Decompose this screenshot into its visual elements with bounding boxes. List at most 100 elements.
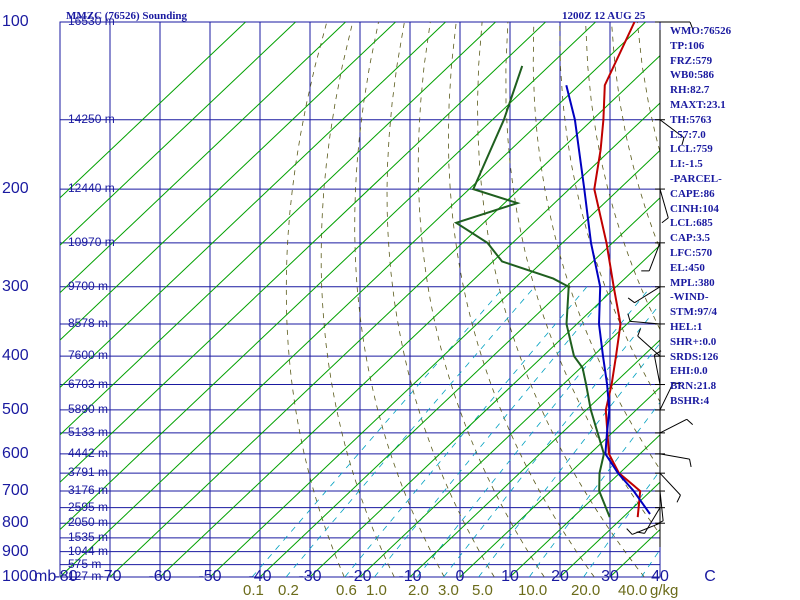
isotherm-line [60, 22, 446, 389]
isotherm-line [559, 481, 660, 577]
isotherm-line [159, 102, 660, 577]
stat-item: CINH:104 [670, 202, 719, 215]
height-label: 7600 m [68, 348, 109, 363]
wind-barb [659, 418, 687, 434]
wind-barb [634, 286, 661, 304]
background-lines [60, 22, 800, 577]
wind-barb [659, 188, 669, 219]
temperature-tick-label: -10 [398, 568, 422, 585]
isotherm-line [60, 22, 346, 294]
stat-item: EL:450 [670, 261, 705, 274]
pressure-tick-label: 200 [2, 180, 29, 198]
stats-panel: WMO:76526 TP:106 FRZ:579 WB0:586 RH:82.7 MAXT… [670, 24, 731, 409]
dry-adiabat [793, 22, 800, 577]
wind-barb [648, 242, 661, 272]
stat-item: CAPE:86 [670, 187, 715, 200]
stat-item: TP:106 [670, 39, 705, 52]
mixing-ratio-label: 40.0 [618, 582, 648, 599]
height-label: 2050 m [68, 515, 109, 530]
isotherm-line [209, 149, 660, 577]
temperature-tick-label: -60 [148, 568, 172, 585]
isotherm-line [459, 386, 660, 577]
mixing-ratio-line [344, 286, 588, 577]
wind-barb-flag [673, 382, 682, 385]
mixing-ratio-label: 0.2 [278, 582, 299, 599]
mixing-ratio-label: 20.0 [571, 582, 601, 599]
mixing-ratio-line [583, 469, 660, 577]
height-label: 1044 m [68, 543, 109, 558]
mixing-ratio-line [443, 303, 660, 577]
temperature-tick-label: -50 [198, 568, 222, 585]
stat-item: CAP:3.5 [670, 232, 711, 245]
sounding-series [453, 22, 651, 518]
valid-time: 1200Z 12 AUG 25 [562, 10, 646, 22]
temperature-tick-label: C [704, 568, 716, 585]
isotherm-line [409, 339, 660, 577]
mixing-ratio-line [285, 286, 535, 577]
wind-barb [659, 453, 690, 460]
height-label: 6703 m [68, 376, 109, 391]
pressure-tick-label: 800 [2, 514, 29, 532]
stat-item: TH:5763 [670, 113, 712, 126]
mixing-unit-label: g/kg [650, 582, 679, 599]
stat-item: -PARCEL- [670, 172, 722, 185]
wind-barb [631, 522, 661, 535]
isotherm-line [60, 22, 246, 199]
isotherm-line [60, 22, 496, 436]
stat-item: SHR+:0.0 [670, 335, 717, 348]
dewpoint-line [453, 65, 611, 518]
pressure-tick-label: 900 [2, 542, 29, 560]
mixing-ratio-label: 3.0 [438, 582, 459, 599]
stat-item: BRN:21.8 [670, 380, 717, 393]
stat-item: L57:7.0 [670, 128, 706, 141]
wind-barb-flag [637, 328, 642, 337]
mixing-ratio-line [416, 286, 652, 577]
height-label: 575 m [68, 556, 102, 571]
dry-adiabat [532, 22, 660, 471]
mixing-ratio-line [251, 286, 505, 577]
pressure-tick-label: 400 [2, 347, 29, 365]
wind-barb-flag [689, 21, 694, 30]
stat-item: MAXT:23.1 [670, 98, 726, 111]
stat-item: LI:-1.5 [670, 158, 703, 171]
mixing-ratio-label: 0.1 [243, 582, 264, 599]
wind-barb-flag [661, 217, 669, 224]
temperature-tick-label: 10 [501, 568, 519, 585]
dry-adiabat [417, 22, 545, 577]
wind-barb [659, 490, 664, 521]
mixing-ratio-line [528, 401, 660, 577]
height-label: 2595 m [68, 499, 109, 514]
height-label: 10970 m [68, 234, 115, 249]
isotherm-line [60, 22, 546, 483]
dry-adiabat [767, 22, 800, 577]
mixing-ratio-label: 0.6 [336, 582, 357, 599]
temperature-tick-label: 40 [651, 568, 669, 585]
stat-item: SRDS:126 [670, 350, 719, 363]
isotherm-line [309, 244, 660, 577]
stat-item: -WIND- [670, 291, 709, 304]
isotherm-line [359, 291, 660, 577]
mixing-ratio-label: 10.0 [518, 582, 548, 599]
isotherm-line [60, 22, 646, 577]
temperature-line [593, 22, 642, 518]
wind-barb [630, 320, 661, 325]
stat-item: FRZ:579 [670, 54, 713, 67]
stat-item: RH:82.7 [670, 84, 710, 97]
wind-barb [653, 354, 661, 385]
wind-barb-flag [627, 297, 635, 304]
wind-barb-flag [689, 458, 692, 468]
dry-adiabat [386, 22, 495, 577]
wind-barb [659, 119, 685, 139]
pressure-tick-label: 500 [2, 400, 29, 418]
stat-item: LFC:570 [670, 246, 713, 259]
dry-adiabat [354, 22, 445, 577]
pressure-tick-label: 700 [2, 482, 29, 500]
wind-barb-flag [627, 313, 631, 322]
temperature-tick-label: 30 [601, 568, 619, 585]
pressure-tick-label: 100 [2, 13, 29, 30]
dry-adiabat [585, 22, 660, 331]
isotherm-line [259, 197, 660, 577]
height-label: 8578 m [68, 315, 109, 330]
pressure-tick-label: 1000 [2, 568, 38, 585]
isotherm-line [109, 54, 660, 577]
